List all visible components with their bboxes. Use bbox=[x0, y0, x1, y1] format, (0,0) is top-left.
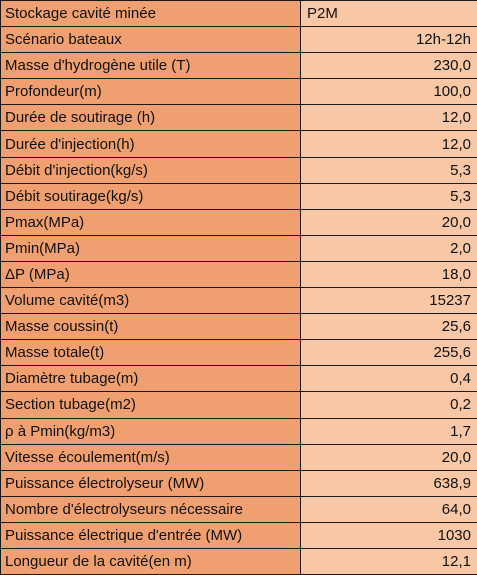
table-row: Puissance électrolyseur (MW) 638,9 bbox=[0, 469, 477, 497]
row-label-cell[interactable]: Durée de soutirage (h) bbox=[0, 104, 301, 132]
row-value-cell[interactable]: 5,3 bbox=[300, 156, 477, 184]
table-row: Pmax(MPa) 20,0 bbox=[0, 208, 477, 236]
table-row: Masse totale(t) 255,6 bbox=[0, 339, 477, 367]
row-label-cell[interactable]: Volume cavité(m3) bbox=[0, 287, 301, 315]
row-value-cell[interactable]: 20,0 bbox=[300, 443, 477, 471]
table-row: Durée de soutirage (h) 12,0 bbox=[0, 104, 477, 132]
row-label-cell[interactable]: Section tubage(m2) bbox=[0, 391, 301, 419]
row-label-cell[interactable]: Profondeur(m) bbox=[0, 78, 301, 106]
row-label-cell[interactable]: Masse coussin(t) bbox=[0, 313, 301, 341]
row-label-cell[interactable]: Diamètre tubage(m) bbox=[0, 365, 301, 393]
row-value-cell[interactable]: 100,0 bbox=[300, 78, 477, 106]
row-label-cell[interactable]: ρ à Pmin(kg/m3) bbox=[0, 417, 301, 445]
table-row: Masse d'hydrogène utile (T) 230,0 bbox=[0, 52, 477, 80]
row-label-cell[interactable]: Masse d'hydrogène utile (T) bbox=[0, 52, 301, 80]
table-row: Durée d'injection(h) 12,0 bbox=[0, 130, 477, 158]
table-row: Masse coussin(t) 25,6 bbox=[0, 313, 477, 341]
row-value-cell[interactable]: 15237 bbox=[300, 287, 477, 315]
row-label-cell[interactable]: Vitesse écoulement(m/s) bbox=[0, 443, 301, 471]
row-label-cell[interactable]: Débit soutirage(kg/s) bbox=[0, 182, 301, 210]
row-label-cell[interactable]: Puissance électrolyseur (MW) bbox=[0, 469, 301, 497]
row-value-cell[interactable]: 20,0 bbox=[300, 208, 477, 236]
row-value-cell[interactable]: 25,6 bbox=[300, 313, 477, 341]
row-label-cell[interactable]: Pmin(MPa) bbox=[0, 234, 301, 262]
row-value-cell[interactable]: 0,4 bbox=[300, 365, 477, 393]
row-value-cell[interactable]: 12,1 bbox=[300, 547, 477, 575]
table-row: ρ à Pmin(kg/m3) 1,7 bbox=[0, 417, 477, 445]
row-value-cell[interactable]: 638,9 bbox=[300, 469, 477, 497]
row-label-cell[interactable]: Durée d'injection(h) bbox=[0, 130, 301, 158]
table-row: Nombre d'électrolyseurs nécessaire 64,0 bbox=[0, 495, 477, 523]
row-value-cell[interactable]: 5,3 bbox=[300, 182, 477, 210]
table-row: Débit d'injection(kg/s) 5,3 bbox=[0, 156, 477, 184]
row-label-cell[interactable]: Longueur de la cavité(en m) bbox=[0, 547, 301, 575]
table-row: Vitesse écoulement(m/s) 20,0 bbox=[0, 443, 477, 471]
row-value-cell[interactable]: 1030 bbox=[300, 521, 477, 549]
row-value-cell[interactable]: P2M bbox=[300, 0, 477, 28]
table-row: Longueur de la cavité(en m) 12,1 bbox=[0, 547, 477, 575]
row-label-cell[interactable]: ΔP (MPa) bbox=[0, 260, 301, 289]
row-value-cell[interactable]: 12,0 bbox=[300, 104, 477, 132]
row-label-cell[interactable]: Débit d'injection(kg/s) bbox=[0, 156, 301, 184]
row-label-cell[interactable]: Masse totale(t) bbox=[0, 339, 301, 367]
row-value-cell[interactable]: 0,2 bbox=[300, 391, 477, 419]
table-row: Volume cavité(m3) 15237 bbox=[0, 287, 477, 315]
row-label-cell[interactable]: Scénario bateaux bbox=[0, 26, 301, 54]
table-row: Débit soutirage(kg/s) 5,3 bbox=[0, 182, 477, 210]
row-label-cell[interactable]: Pmax(MPa) bbox=[0, 208, 301, 236]
table-row: Puissance électrique d'entrée (MW) 1030 bbox=[0, 521, 477, 549]
row-value-cell[interactable]: 64,0 bbox=[300, 495, 477, 523]
row-label-cell[interactable]: Puissance électrique d'entrée (MW) bbox=[0, 521, 301, 549]
table-row: Diamètre tubage(m) 0,4 bbox=[0, 365, 477, 393]
row-value-cell[interactable]: 2,0 bbox=[300, 234, 477, 262]
row-label-cell[interactable]: Nombre d'électrolyseurs nécessaire bbox=[0, 495, 301, 523]
table-row: ΔP (MPa) 18,0 bbox=[0, 260, 477, 289]
row-value-cell[interactable]: 12,0 bbox=[300, 130, 477, 158]
table-row: Pmin(MPa) 2,0 bbox=[0, 234, 477, 262]
row-value-cell[interactable]: 12h-12h bbox=[300, 26, 477, 54]
row-value-cell[interactable]: 18,0 bbox=[300, 260, 477, 289]
row-value-cell[interactable]: 255,6 bbox=[300, 339, 477, 367]
table-row: Profondeur(m) 100,0 bbox=[0, 78, 477, 106]
table-row: Scénario bateaux 12h-12h bbox=[0, 26, 477, 54]
row-label-cell[interactable]: Stockage cavité minée bbox=[0, 0, 301, 28]
row-value-cell[interactable]: 230,0 bbox=[300, 52, 477, 80]
row-value-cell[interactable]: 1,7 bbox=[300, 417, 477, 445]
table-row: Stockage cavité minée P2M bbox=[0, 0, 477, 28]
table-row: Section tubage(m2) 0,2 bbox=[0, 391, 477, 419]
